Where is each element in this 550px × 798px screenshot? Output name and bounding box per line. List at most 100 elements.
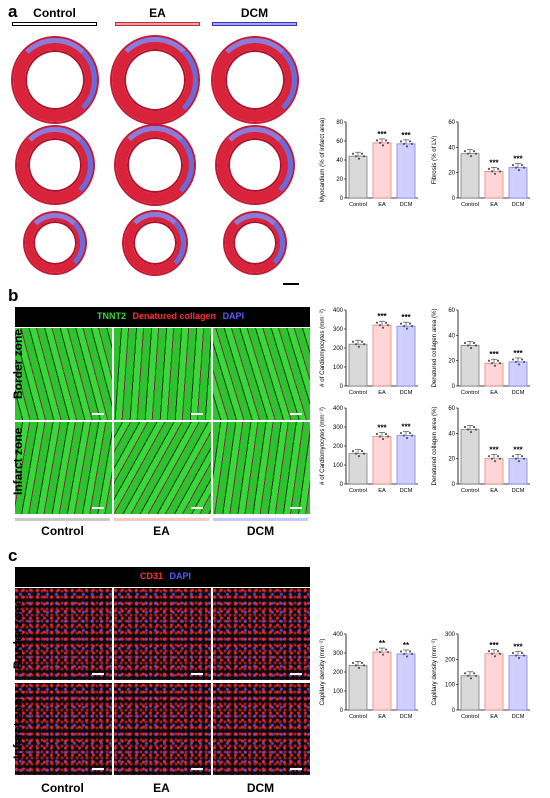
cd31-micrograph bbox=[114, 588, 211, 680]
data-point bbox=[487, 359, 491, 362]
data-point bbox=[357, 157, 361, 160]
data-point bbox=[408, 650, 412, 653]
x-tick-label: DCM bbox=[400, 390, 413, 396]
fibrosis-region bbox=[225, 213, 285, 273]
fibrosis-region bbox=[124, 212, 186, 274]
data-point bbox=[381, 326, 385, 329]
data-point bbox=[522, 457, 526, 460]
y-tick-label: 20 bbox=[448, 457, 455, 463]
data-point bbox=[472, 341, 476, 345]
data-point bbox=[384, 321, 388, 324]
y-tick-label: 0 bbox=[340, 708, 344, 714]
heart-section bbox=[17, 127, 93, 203]
group-bar-control bbox=[12, 22, 97, 26]
data-point bbox=[466, 428, 470, 431]
data-point bbox=[381, 144, 385, 147]
scale-bar bbox=[92, 768, 104, 770]
fibrosis-region bbox=[17, 127, 93, 203]
panel-label-b: b bbox=[8, 286, 19, 305]
data-point bbox=[522, 360, 526, 364]
zone-label-border-c: Border zone bbox=[11, 598, 25, 669]
group-label-dcm-b: DCM bbox=[246, 524, 275, 538]
data-point bbox=[386, 435, 390, 438]
significance-label: *** bbox=[489, 350, 499, 359]
y-tick-label: 0 bbox=[340, 384, 344, 390]
cd31-micrograph bbox=[213, 588, 310, 680]
bar bbox=[372, 436, 392, 485]
data-point bbox=[360, 152, 364, 155]
bar bbox=[460, 429, 480, 485]
bar bbox=[508, 458, 528, 485]
data-point bbox=[487, 455, 491, 458]
y-tick-label: 60 bbox=[336, 139, 343, 145]
data-point bbox=[490, 652, 494, 655]
tnnt2-micrograph bbox=[15, 328, 112, 420]
significance-label: *** bbox=[513, 349, 523, 358]
data-point bbox=[381, 653, 385, 656]
bar bbox=[396, 143, 416, 199]
bar-chart: # of Cardiomyocytes (mm⁻²) 0 100 200 300 400 C… bbox=[319, 308, 418, 396]
y-tick-label: 300 bbox=[333, 327, 344, 333]
cd31-micrograph bbox=[15, 588, 112, 680]
data-point bbox=[378, 650, 382, 654]
x-tick-label: Control bbox=[349, 488, 367, 494]
data-point bbox=[410, 652, 414, 656]
bar bbox=[348, 664, 368, 711]
y-tick-label: 40 bbox=[448, 145, 455, 151]
data-point bbox=[487, 650, 491, 653]
group-label-ea-c: EA bbox=[153, 781, 170, 795]
data-point bbox=[375, 432, 379, 436]
y-tick-label: 40 bbox=[448, 333, 455, 339]
data-point bbox=[405, 327, 409, 330]
data-point bbox=[362, 452, 366, 455]
data-point bbox=[466, 152, 470, 155]
group-bar-control-b bbox=[15, 518, 110, 521]
group-label-ea-b: EA bbox=[153, 524, 170, 538]
significance-label: *** bbox=[489, 641, 499, 650]
y-tick-label: 0 bbox=[452, 196, 456, 202]
data-point bbox=[405, 655, 409, 658]
data-point bbox=[469, 677, 473, 680]
x-tick-label: DCM bbox=[400, 488, 413, 494]
data-point bbox=[472, 425, 476, 429]
y-tick-label: 200 bbox=[333, 346, 344, 352]
significance-label: ** bbox=[379, 639, 386, 648]
zone-label-border-b: Border zone bbox=[11, 328, 25, 399]
significance-label: *** bbox=[377, 312, 387, 321]
data-point bbox=[360, 450, 364, 453]
data-point bbox=[402, 652, 406, 656]
data-point bbox=[493, 172, 497, 175]
data-point bbox=[362, 343, 366, 346]
x-tick-label: DCM bbox=[512, 714, 525, 720]
fibrosis-region bbox=[25, 213, 85, 273]
significance-label: *** bbox=[513, 446, 523, 455]
y-tick-label: 300 bbox=[333, 425, 344, 431]
data-point bbox=[378, 141, 382, 144]
y-tick-label: 100 bbox=[333, 365, 344, 371]
data-point bbox=[511, 455, 515, 458]
significance-label: *** bbox=[401, 423, 411, 432]
y-tick-label: 400 bbox=[333, 406, 344, 412]
y-tick-label: 40 bbox=[336, 158, 343, 164]
fibrosis-region bbox=[13, 38, 97, 122]
y-tick-label: 0 bbox=[340, 482, 344, 488]
data-point bbox=[490, 457, 494, 460]
fibrosis-region bbox=[213, 38, 297, 122]
y-tick-label: 0 bbox=[452, 708, 456, 714]
y-tick-label: 20 bbox=[448, 359, 455, 365]
data-point bbox=[463, 425, 467, 429]
data-point bbox=[384, 139, 388, 142]
data-point bbox=[351, 450, 355, 453]
tnnt2-micrograph bbox=[213, 422, 310, 514]
y-tick-label: 60 bbox=[448, 406, 455, 412]
significance-label: *** bbox=[377, 424, 387, 433]
data-point bbox=[511, 164, 515, 167]
data-point bbox=[520, 455, 524, 458]
x-tick-label: Control bbox=[461, 390, 479, 396]
legend-dapi-c: DAPI bbox=[169, 571, 192, 581]
data-point bbox=[351, 661, 355, 664]
data-point bbox=[384, 432, 388, 436]
significance-label: *** bbox=[401, 313, 411, 322]
data-point bbox=[386, 650, 390, 654]
data-point bbox=[469, 346, 473, 350]
